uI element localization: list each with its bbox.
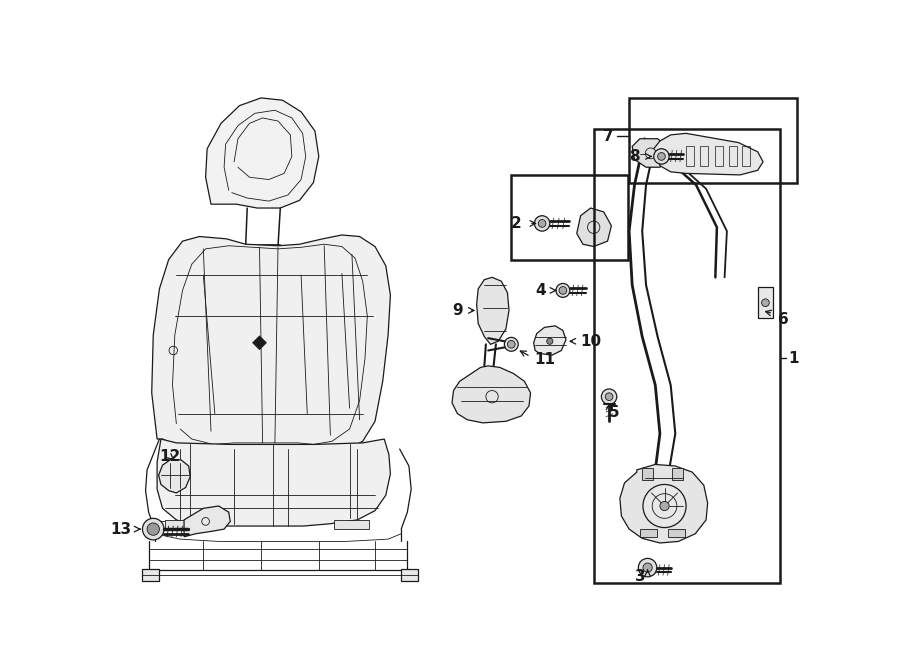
- Bar: [401, 569, 419, 581]
- Circle shape: [645, 148, 656, 159]
- Polygon shape: [253, 336, 266, 350]
- Text: 3: 3: [634, 569, 645, 585]
- Circle shape: [559, 287, 567, 295]
- Bar: [742, 146, 750, 166]
- Polygon shape: [632, 139, 669, 167]
- Bar: [643, 467, 653, 480]
- Circle shape: [653, 149, 669, 164]
- Polygon shape: [452, 366, 530, 423]
- Text: 13: 13: [111, 522, 131, 537]
- Bar: [716, 146, 723, 166]
- Circle shape: [546, 338, 553, 344]
- Bar: [334, 520, 369, 529]
- Polygon shape: [205, 98, 319, 208]
- Circle shape: [601, 389, 617, 404]
- Text: 4: 4: [536, 283, 546, 298]
- Text: 11: 11: [535, 352, 555, 367]
- Text: 5: 5: [608, 404, 619, 420]
- Text: 7: 7: [603, 129, 614, 144]
- Polygon shape: [158, 460, 190, 493]
- Circle shape: [504, 338, 518, 352]
- Polygon shape: [158, 439, 391, 526]
- Bar: [686, 146, 694, 166]
- Bar: [668, 529, 685, 537]
- Bar: [729, 146, 737, 166]
- Bar: [141, 569, 158, 581]
- Polygon shape: [152, 235, 391, 452]
- Bar: [511, 175, 628, 260]
- Text: 10: 10: [580, 334, 602, 349]
- Circle shape: [652, 494, 677, 518]
- Polygon shape: [620, 465, 707, 543]
- Text: 8: 8: [629, 149, 640, 164]
- Polygon shape: [577, 208, 611, 246]
- Text: 12: 12: [159, 449, 181, 464]
- Bar: [629, 98, 797, 183]
- Circle shape: [643, 485, 686, 528]
- Text: 1: 1: [788, 351, 799, 365]
- Circle shape: [660, 501, 669, 510]
- Circle shape: [538, 220, 546, 227]
- Text: 6: 6: [778, 312, 788, 327]
- Bar: [165, 520, 200, 529]
- Circle shape: [658, 152, 665, 160]
- Circle shape: [147, 523, 159, 536]
- Circle shape: [605, 393, 613, 401]
- Polygon shape: [184, 506, 230, 537]
- Polygon shape: [653, 133, 763, 175]
- Circle shape: [508, 340, 515, 348]
- Circle shape: [535, 216, 550, 231]
- Circle shape: [761, 299, 770, 307]
- Polygon shape: [477, 277, 509, 344]
- Circle shape: [643, 563, 652, 572]
- Bar: [672, 467, 683, 480]
- Circle shape: [142, 518, 164, 540]
- Polygon shape: [534, 326, 566, 355]
- Bar: [640, 529, 657, 537]
- Bar: [758, 287, 773, 318]
- Circle shape: [638, 558, 657, 577]
- Text: 2: 2: [510, 216, 521, 231]
- Text: 9: 9: [452, 303, 463, 318]
- Bar: [700, 146, 707, 166]
- Circle shape: [556, 283, 570, 297]
- Bar: [594, 128, 780, 583]
